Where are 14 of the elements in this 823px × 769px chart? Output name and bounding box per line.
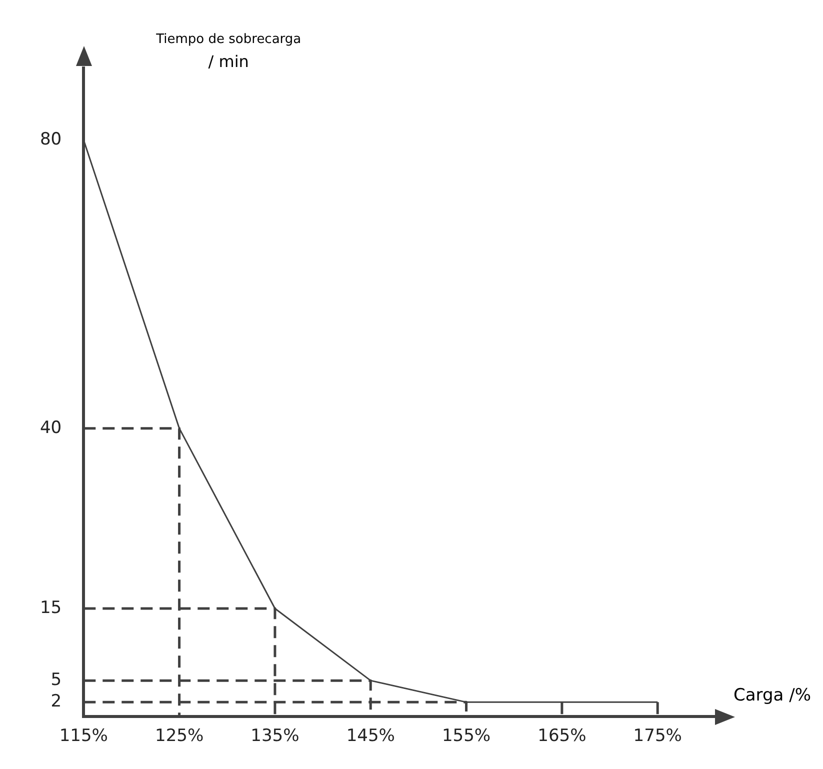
x-tick-label: 165% <box>538 726 586 746</box>
x-tick-label: 175% <box>633 726 682 746</box>
y-tick-label: 15 <box>40 598 62 618</box>
x-tick-label: 115% <box>59 726 108 746</box>
y-tick-label: 80 <box>40 129 62 150</box>
x-tick-label: 155% <box>442 726 491 746</box>
y-tick-label: 2 <box>50 692 62 712</box>
y-tick-label: 5 <box>50 670 62 690</box>
x-tick-label: 125% <box>154 726 204 746</box>
x-tick-label: 135% <box>250 726 300 746</box>
y-tick-label: 40 <box>40 418 62 438</box>
y-axis-title: Tiempo de sobrecarga / min <box>155 32 302 71</box>
x-tick-label: 145% <box>346 726 395 746</box>
x-axis-title: Carga /% <box>734 686 811 706</box>
